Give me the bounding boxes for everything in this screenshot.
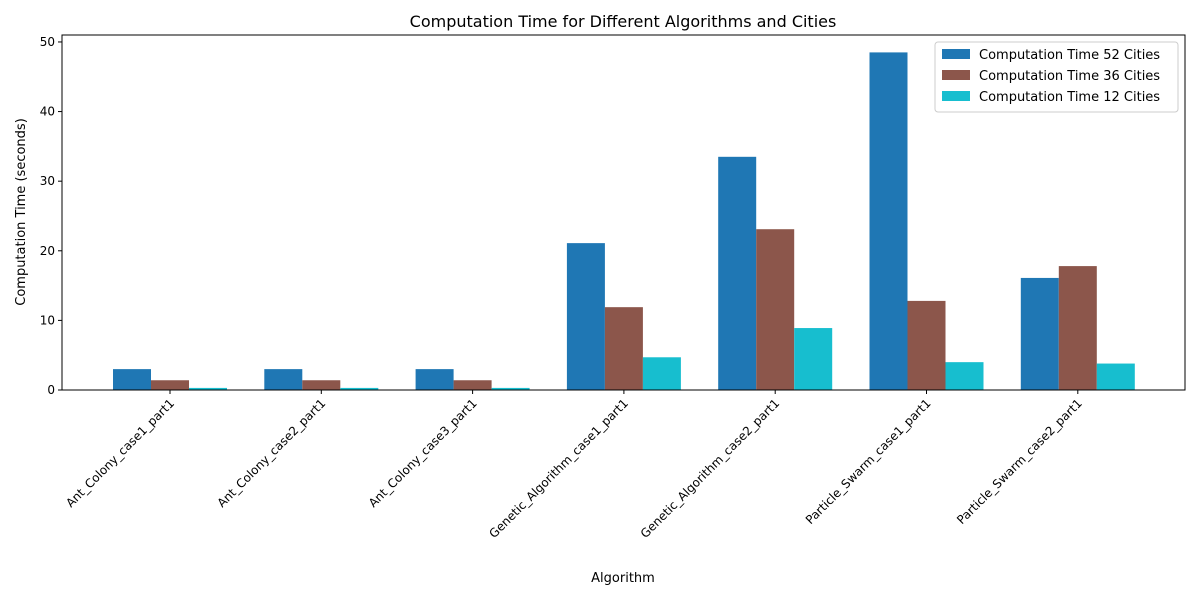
bar [642, 357, 681, 390]
legend-label: Computation Time 36 Cities [979, 69, 1160, 84]
bar [794, 328, 833, 390]
bar-series-3 [189, 328, 1135, 390]
bar [756, 229, 795, 390]
bar [604, 307, 643, 390]
legend-swatch [942, 70, 970, 80]
bar [264, 369, 303, 390]
bar-series-1 [113, 52, 1059, 391]
bar [1020, 277, 1059, 390]
legend: Computation Time 52 Cities Computation Ti… [934, 41, 1179, 113]
y-tick-label: 50 [40, 35, 55, 49]
y-tick-label: 0 [47, 383, 55, 397]
legend-swatch [942, 49, 970, 59]
bar [415, 369, 454, 390]
y-tick-label: 40 [40, 105, 55, 119]
bar [869, 52, 908, 391]
bar [453, 380, 492, 390]
y-tick-label: 20 [40, 244, 55, 258]
bar [302, 380, 341, 390]
bar [340, 387, 379, 390]
bar [1096, 363, 1135, 390]
bar [718, 156, 757, 390]
bar [491, 387, 530, 390]
legend-label: Computation Time 12 Cities [979, 90, 1160, 105]
bar [151, 380, 189, 390]
legend-frame [934, 41, 1179, 113]
y-axis: 0 10 20 30 40 50 [40, 35, 62, 397]
bar [945, 362, 984, 390]
bar [189, 387, 227, 390]
bars-layer [113, 52, 1135, 391]
bar [566, 243, 605, 390]
legend-swatch [942, 91, 970, 101]
bar [113, 369, 151, 390]
bar [1058, 266, 1097, 390]
y-axis-label: Computation Time (seconds) [14, 118, 29, 306]
bar-series-2 [151, 229, 1097, 390]
y-tick-label: 30 [40, 174, 55, 188]
bar [907, 300, 946, 390]
chart-title: Computation Time for Different Algorithm… [410, 12, 837, 31]
legend-label: Computation Time 52 Cities [979, 48, 1160, 63]
x-axis-label: Algorithm [591, 571, 655, 586]
y-tick-label: 10 [40, 313, 55, 327]
